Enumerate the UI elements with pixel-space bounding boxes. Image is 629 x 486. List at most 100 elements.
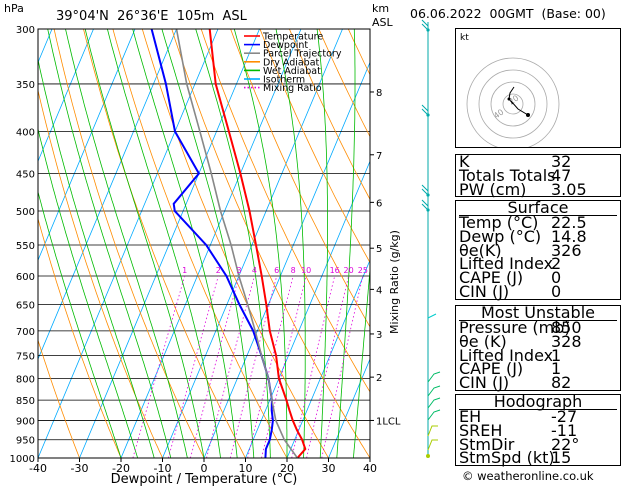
x-tick-label: -10 [154,462,172,475]
wet-adiabat-line [84,29,205,458]
mixing-ratio-line [306,275,349,458]
profile-lines [150,29,307,458]
height-tick-label: 6 [376,198,382,209]
mixing-ratio-axis-label: Mixing Ratio (g/kg) [388,230,401,334]
surface-row-temp: Temp (°C) 22.5 [459,213,587,232]
hodograph-panel: kt 40 20 [455,28,621,151]
hodograph-storm-point [526,113,530,117]
mu-row-thetae: θe (K) 328 [459,331,582,351]
mixing-ratio-line [261,275,307,458]
wind-barb [427,439,438,451]
index-row-k: K 32 [459,152,572,171]
wet-adiabat-line [336,29,356,458]
legend-label: Parcel Trajectory [263,49,342,60]
dry-adiabat-line [259,29,370,264]
wind-barb [421,104,429,116]
x-tick-label: 0 [201,462,208,475]
hodograph-title: Hodograph [493,392,583,411]
wet-adiabat-line [47,29,172,458]
mixing-ratio-line [291,275,336,458]
background-lines [38,29,370,458]
legend-label: Isotherm [263,75,305,86]
wind-barb [427,313,437,319]
wet-adiabat-line [132,29,238,458]
pressure-tick-label: 800 [16,374,35,385]
dry-adiabat-line [289,29,370,201]
x-tick-label: -40 [29,462,47,475]
hodo-row-stmspd: StmSpd (kt) 15 [459,448,572,468]
height-axis: 8 7 6 5 4 3 2 1LCL [370,88,401,427]
pressure-tick-label: 750 [16,351,35,362]
hpa-unit-label: hPa [4,2,24,15]
wet-adiabat-line [161,29,255,458]
dry-adiabat-line [112,29,288,458]
wet-adiabat-line [65,29,188,458]
wind-barb [427,425,438,437]
mixing-ratio-label: 16 [330,266,340,275]
wind-barb-dot [426,113,430,117]
mixing-ratio-line [321,275,364,458]
x-tick-label: 20 [280,462,294,475]
pressure-tick-label: 400 [16,128,35,139]
series-parcel-trajectory [175,29,299,458]
pressure-tick-label: 300 [16,25,35,36]
x-axis-label: Dewpoint / Temperature (°C) [111,472,298,486]
hodograph-ring [478,69,548,139]
wind-barb [427,371,441,383]
hodograph-kt-label: kt [460,33,469,43]
wet-adiabat-line [38,57,155,458]
legend-label: Dewpoint [263,40,308,51]
hodograph-ring [502,93,524,115]
mixing-ratio-label: 20 [344,266,354,275]
temperature-axis: -40 -30 -20 -10 0 10 20 30 40 [29,458,377,475]
wet-adiabat-line [38,127,138,458]
mixing-ratio-label: 8 [291,266,296,275]
pressure-tick-label: 950 [16,436,35,447]
pressure-tick-label: 550 [16,241,35,252]
hodo-row-stmdir: StmDir 22° [459,434,580,454]
pressure-tick-label: 1000 [10,454,35,465]
mixing-ratio-label: 4 [252,266,257,275]
dry-adiabat-line [83,29,246,458]
legend-label: Temperature [262,32,323,43]
most-unstable-panel: Most Unstable Pressure (mb) 850 θe (K) 328… [455,305,621,391]
asl-unit-label: ASL [372,16,394,29]
hodograph-storm-vector [510,100,529,116]
surface-panel: Surface Temp (°C) 22.5 Dewp (°C) 14.8 θe(K… [455,200,621,300]
hodograph-ring [490,81,536,127]
wet-adiabat-line [275,29,306,458]
x-tick-label: 30 [322,462,336,475]
wind-barb-dot [426,28,430,32]
pressure-tick-label: 700 [16,327,35,338]
wind-barb-dot [426,454,430,458]
hodograph-plot: kt 40 20 [460,33,560,151]
surface-row-dewp: Dewp (°C) 14.8 [459,226,587,246]
km-unit-label: km [372,2,389,15]
mixing-ratio-line [168,275,219,458]
mixing-ratio-label: 10 [301,266,311,275]
mixing-ratio-label: 2 [216,266,221,275]
legend-label: Dry Adiabat [263,57,320,68]
wet-adiabat-line [195,29,271,458]
pressure-tick-label: 500 [16,207,35,218]
dry-adiabat-line [38,338,80,458]
location-title: 39°04'N 26°36'E 105m ASL [56,9,248,24]
isotherm-line [162,29,343,458]
wind-profile [421,19,441,458]
mixing-ratio-label: 1 [182,266,187,275]
mixing-ratio-label: 25 [358,266,368,275]
mu-row-li: Lifted Index 1 [459,345,562,365]
pressure-tick-label: 350 [16,80,35,91]
wet-adiabat-line [233,29,288,458]
x-tick-label: -20 [112,462,130,475]
isotherm-line [38,29,219,458]
hodo-row-sreh: SREH -11 [459,420,578,440]
dry-adiabat-line [53,29,205,458]
dry-adiabat-line [38,217,122,458]
isotherm-line [203,61,370,458]
pressure-tick-label: 650 [16,301,35,312]
isotherm-line [245,160,370,458]
date-title: 06.06.2022 00GMT (Base: 00) [410,6,606,21]
